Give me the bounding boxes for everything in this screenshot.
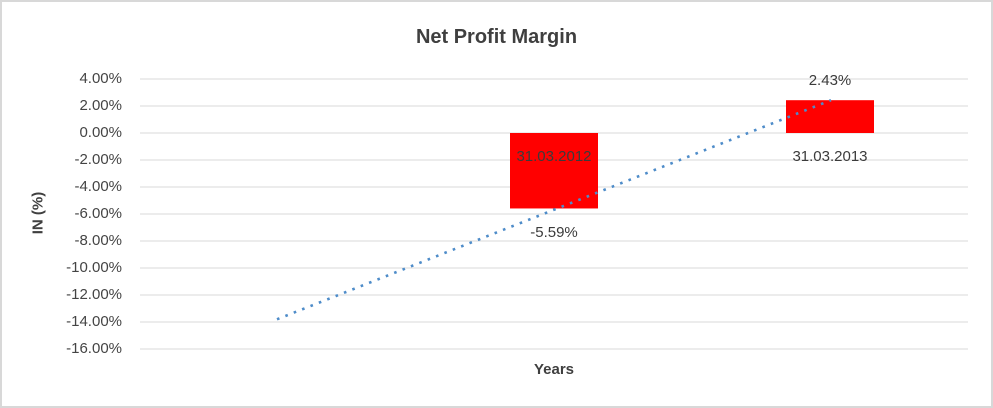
y-tick-label: -10.00% <box>66 259 122 276</box>
category-label: 31.03.2013 <box>792 148 868 165</box>
y-tick-label: -8.00% <box>74 232 122 249</box>
y-tick-label: -12.00% <box>66 286 122 303</box>
bar-31.03.2012[interactable] <box>510 133 598 209</box>
x-axis-title: Years <box>533 361 575 378</box>
y-tick-label: 4.00% <box>79 70 122 87</box>
bar-31.03.2013[interactable] <box>786 100 874 133</box>
y-tick-label: 2.00% <box>79 97 122 114</box>
bar-data-label: 2.43% <box>808 72 852 89</box>
category-label: 31.03.2012 <box>516 148 592 165</box>
y-tick-label: 0.00% <box>79 124 122 141</box>
y-tick-label: -2.00% <box>74 151 122 168</box>
y-tick-label: -4.00% <box>74 178 122 195</box>
trendline[interactable] <box>276 98 832 321</box>
chart-title: Net Profit Margin <box>415 26 578 48</box>
y-tick-label: -14.00% <box>66 313 122 330</box>
y-tick-label: -16.00% <box>66 340 122 357</box>
bar-data-label: -5.59% <box>530 224 578 241</box>
y-tick-label: -6.00% <box>74 205 122 222</box>
